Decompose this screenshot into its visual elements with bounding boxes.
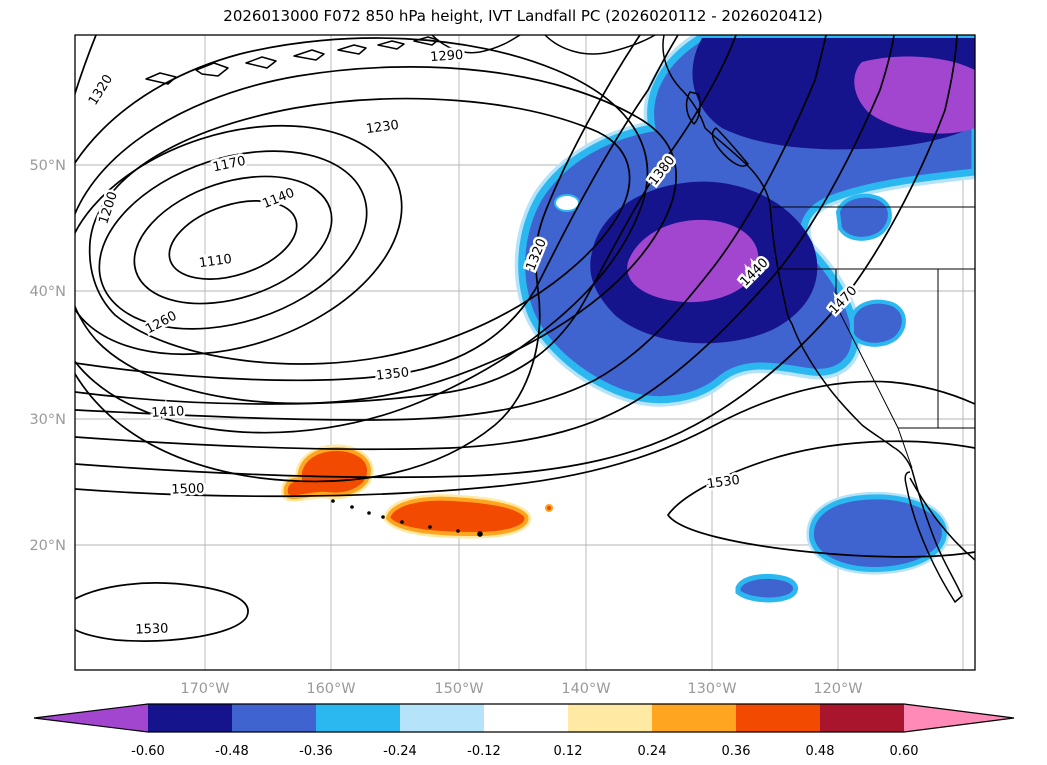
ivt-hole [554, 194, 580, 212]
colorbar-segment [652, 704, 736, 732]
colorbar: -0.60 -0.48 -0.36 -0.24 -0.12 0.12 0.24 … [33, 703, 1015, 759]
colorbar-tick-label: 0.24 [638, 744, 667, 759]
chart-title: 2026013000 F072 850 hPa height, IVT Land… [223, 7, 822, 25]
colorbar-tick-label: -0.36 [299, 744, 333, 759]
colorbar-segment [148, 704, 232, 732]
contour-label: 1230 [365, 118, 400, 137]
lon-tick-label: 140°W [561, 681, 610, 697]
contour-label: 1500 [171, 481, 205, 497]
contour-label: 1170 [212, 154, 247, 176]
ivt-purple-core [627, 219, 759, 303]
colorbar-segment [736, 704, 820, 732]
lat-tick-label: 20°N [29, 538, 66, 554]
ivt-positive-hawaii-2-ring [385, 496, 529, 537]
ivt-positive-dot [545, 504, 553, 512]
contour-label: 1530 [706, 473, 741, 492]
colorbar-segment [484, 704, 568, 732]
colorbar-tick-label: 0.60 [890, 744, 919, 759]
lon-tick-label: 120°W [813, 681, 862, 697]
ivt-negative-sw-baja-2 [735, 573, 798, 603]
colorbar-tick-label: -0.60 [131, 744, 165, 759]
colorbar-segment [400, 704, 484, 732]
lon-tick-label: 130°W [687, 681, 736, 697]
ivt-patch-2 [850, 299, 906, 347]
colorbar-extend-right [904, 704, 1014, 732]
colorbar-outline [33, 703, 1015, 733]
contour-label: 1260 [143, 309, 179, 338]
contour-label: 1350 [375, 365, 409, 383]
colorbar-extend-left [34, 704, 148, 732]
colorbar-tick-label: -0.48 [215, 744, 249, 759]
contour-label: 1290 [430, 48, 464, 65]
colorbar-segment [232, 704, 316, 732]
lat-tick-label: 30°N [29, 412, 66, 428]
colorbar-tick-label: -0.12 [467, 744, 501, 759]
colorbar-tick-label: 0.12 [554, 744, 583, 759]
contour-label: 1110 [198, 252, 233, 271]
lon-tick-label: 160°W [306, 681, 355, 697]
contour-label: 1140 [261, 186, 297, 212]
colorbar-segment [568, 704, 652, 732]
ivt-patch-1 [835, 193, 892, 241]
contour-label: 1410 [151, 404, 185, 421]
axis-labels: 50°N 40°N 30°N 20°N 170°W 160°W 150°W 14… [29, 158, 862, 697]
lon-tick-label: 150°W [434, 681, 483, 697]
coastlines [145, 35, 975, 603]
colorbar-tick-label: 0.48 [806, 744, 835, 759]
colorbar-tick-label: 0.36 [722, 744, 751, 759]
contour-label: 1530 [135, 621, 169, 637]
ivt-shading [281, 35, 975, 603]
hawaii-islands [331, 499, 483, 537]
height-contours [75, 35, 975, 642]
ivt-negative-sw-baja-cyanring [808, 494, 947, 572]
colorbar-segment [316, 704, 400, 732]
plot-frame [74, 34, 976, 671]
lat-tick-label: 40°N [29, 284, 66, 300]
lat-tick-label: 50°N [29, 158, 66, 174]
ivt-positive-hawaii-1-ring [283, 447, 371, 500]
colorbar-segment [820, 704, 904, 732]
colorbar-ticks: -0.60 -0.48 -0.36 -0.24 -0.12 0.12 0.24 … [131, 744, 918, 759]
contour-label: 1320 [86, 72, 116, 108]
lon-tick-label: 170°W [180, 681, 229, 697]
colorbar-tick-label: -0.24 [383, 744, 417, 759]
